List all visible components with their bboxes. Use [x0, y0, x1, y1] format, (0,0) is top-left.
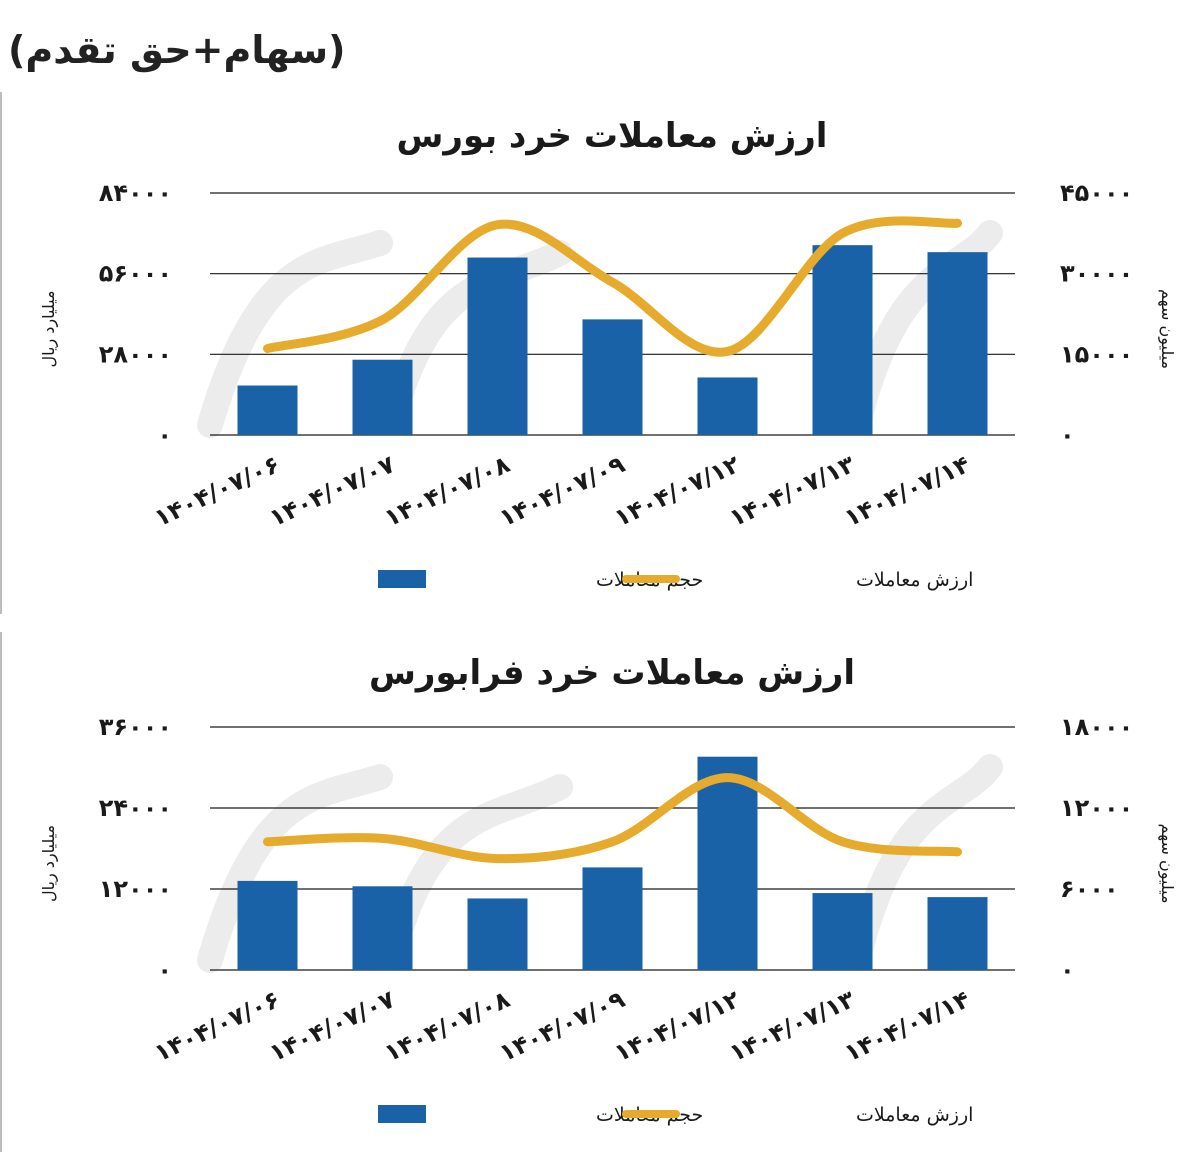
chart-title: ارزش معاملات خرد فرابورس [369, 653, 855, 693]
x-tick-label: ۱۴۰۴/۰۷/۰۶ [150, 450, 284, 532]
x-tick-label: ۱۴۰۴/۰۷/۱۲ [610, 985, 744, 1067]
y-tick-left: ۰ [157, 421, 172, 449]
watermark-stroke [847, 754, 1003, 963]
chart-title: ارزش معاملات خرد بورس [397, 116, 828, 156]
bar [927, 897, 988, 970]
x-tick-label: ۱۴۰۴/۰۷/۰۸ [380, 450, 514, 532]
panel-2-border [0, 632, 2, 1152]
bar [812, 893, 873, 970]
x-tick-label: ۱۴۰۴/۰۷/۰۶ [150, 985, 284, 1067]
y-tick-right: ۶۰۰۰ [1060, 875, 1119, 903]
bar [352, 886, 413, 970]
y-tick-left: ۰ [157, 956, 172, 984]
bar [812, 245, 873, 435]
x-tick-label: ۱۴۰۴/۰۷/۰۹ [495, 985, 629, 1067]
bar [237, 880, 298, 970]
x-tick-label: ۱۴۰۴/۰۷/۰۹ [495, 450, 629, 532]
bar [237, 385, 298, 435]
y-tick-right: ۱۸۰۰۰ [1060, 713, 1133, 741]
y-tick-right: ۴۵۰۰۰ [1060, 179, 1133, 207]
y-axis-label-right: میلیون سهم [1157, 289, 1177, 369]
panel-1-border [0, 92, 2, 614]
y-tick-left: ۸۴۰۰۰ [99, 179, 172, 207]
bar [582, 867, 643, 970]
watermark-stroke [197, 764, 393, 973]
line-series [263, 216, 962, 357]
x-tick-label: ۱۴۰۴/۰۷/۱۲ [610, 450, 744, 532]
y-tick-right: ۰ [1060, 956, 1075, 984]
bar [927, 252, 988, 435]
x-tick-label: ۱۴۰۴/۰۷/۱۴ [840, 450, 974, 532]
bar [697, 756, 758, 970]
y-tick-right: ۱۵۰۰۰ [1060, 340, 1133, 368]
y-axis-label-right: میلیون سهم [1157, 823, 1177, 903]
bar [352, 359, 413, 435]
y-tick-right: ۰ [1060, 421, 1075, 449]
y-tick-left: ۵۶۰۰۰ [99, 260, 172, 288]
legend-label-line: ارزش معاملات [856, 569, 973, 591]
y-tick-left: ۲۴۰۰۰ [99, 794, 172, 822]
page-header: (سهام+حق تقدم) [8, 28, 346, 72]
y-tick-left: ۲۸۰۰۰ [99, 340, 172, 368]
y-axis-label-left: میلیارد ریال [39, 825, 59, 902]
bar [582, 319, 643, 435]
x-tick-label: ۱۴۰۴/۰۷/۱۴ [840, 985, 974, 1067]
x-tick-label: ۱۴۰۴/۰۷/۰۸ [380, 985, 514, 1067]
y-tick-right: ۱۲۰۰۰ [1060, 794, 1133, 822]
bar [467, 257, 528, 435]
x-tick-label: ۱۴۰۴/۰۷/۱۳ [725, 450, 859, 532]
bar [697, 377, 758, 435]
x-tick-label: ۱۴۰۴/۰۷/۰۷ [265, 985, 399, 1067]
x-tick-label: ۱۴۰۴/۰۷/۱۳ [725, 985, 859, 1067]
line-series [263, 773, 962, 864]
x-tick-label: ۱۴۰۴/۰۷/۰۷ [265, 450, 399, 532]
legend-swatch-bar [378, 1105, 426, 1123]
watermark-stroke [197, 230, 393, 438]
bar [467, 898, 528, 970]
y-axis-label-left: میلیارد ریال [39, 290, 59, 367]
legend-swatch-bar [378, 570, 426, 588]
chart-farabourse: ارزش معاملات خرد فرابورس ۰ ۱۲۰۰۰ ۲۴۰۰۰ ۳۶۰۰۰… [39, 653, 1177, 1126]
y-tick-left: ۱۲۰۰۰ [99, 875, 172, 903]
y-tick-left: ۳۶۰۰۰ [99, 713, 172, 741]
legend-label-line: ارزش معاملات [856, 1104, 973, 1126]
chart-bourse: ارزش معاملات خرد بورس ۰ ۲۸۰۰۰ ۵۶۰۰۰ ۸۴۰۰۰ ۰ ۱۵… [39, 116, 1177, 591]
y-tick-right: ۳۰۰۰۰ [1060, 260, 1133, 288]
